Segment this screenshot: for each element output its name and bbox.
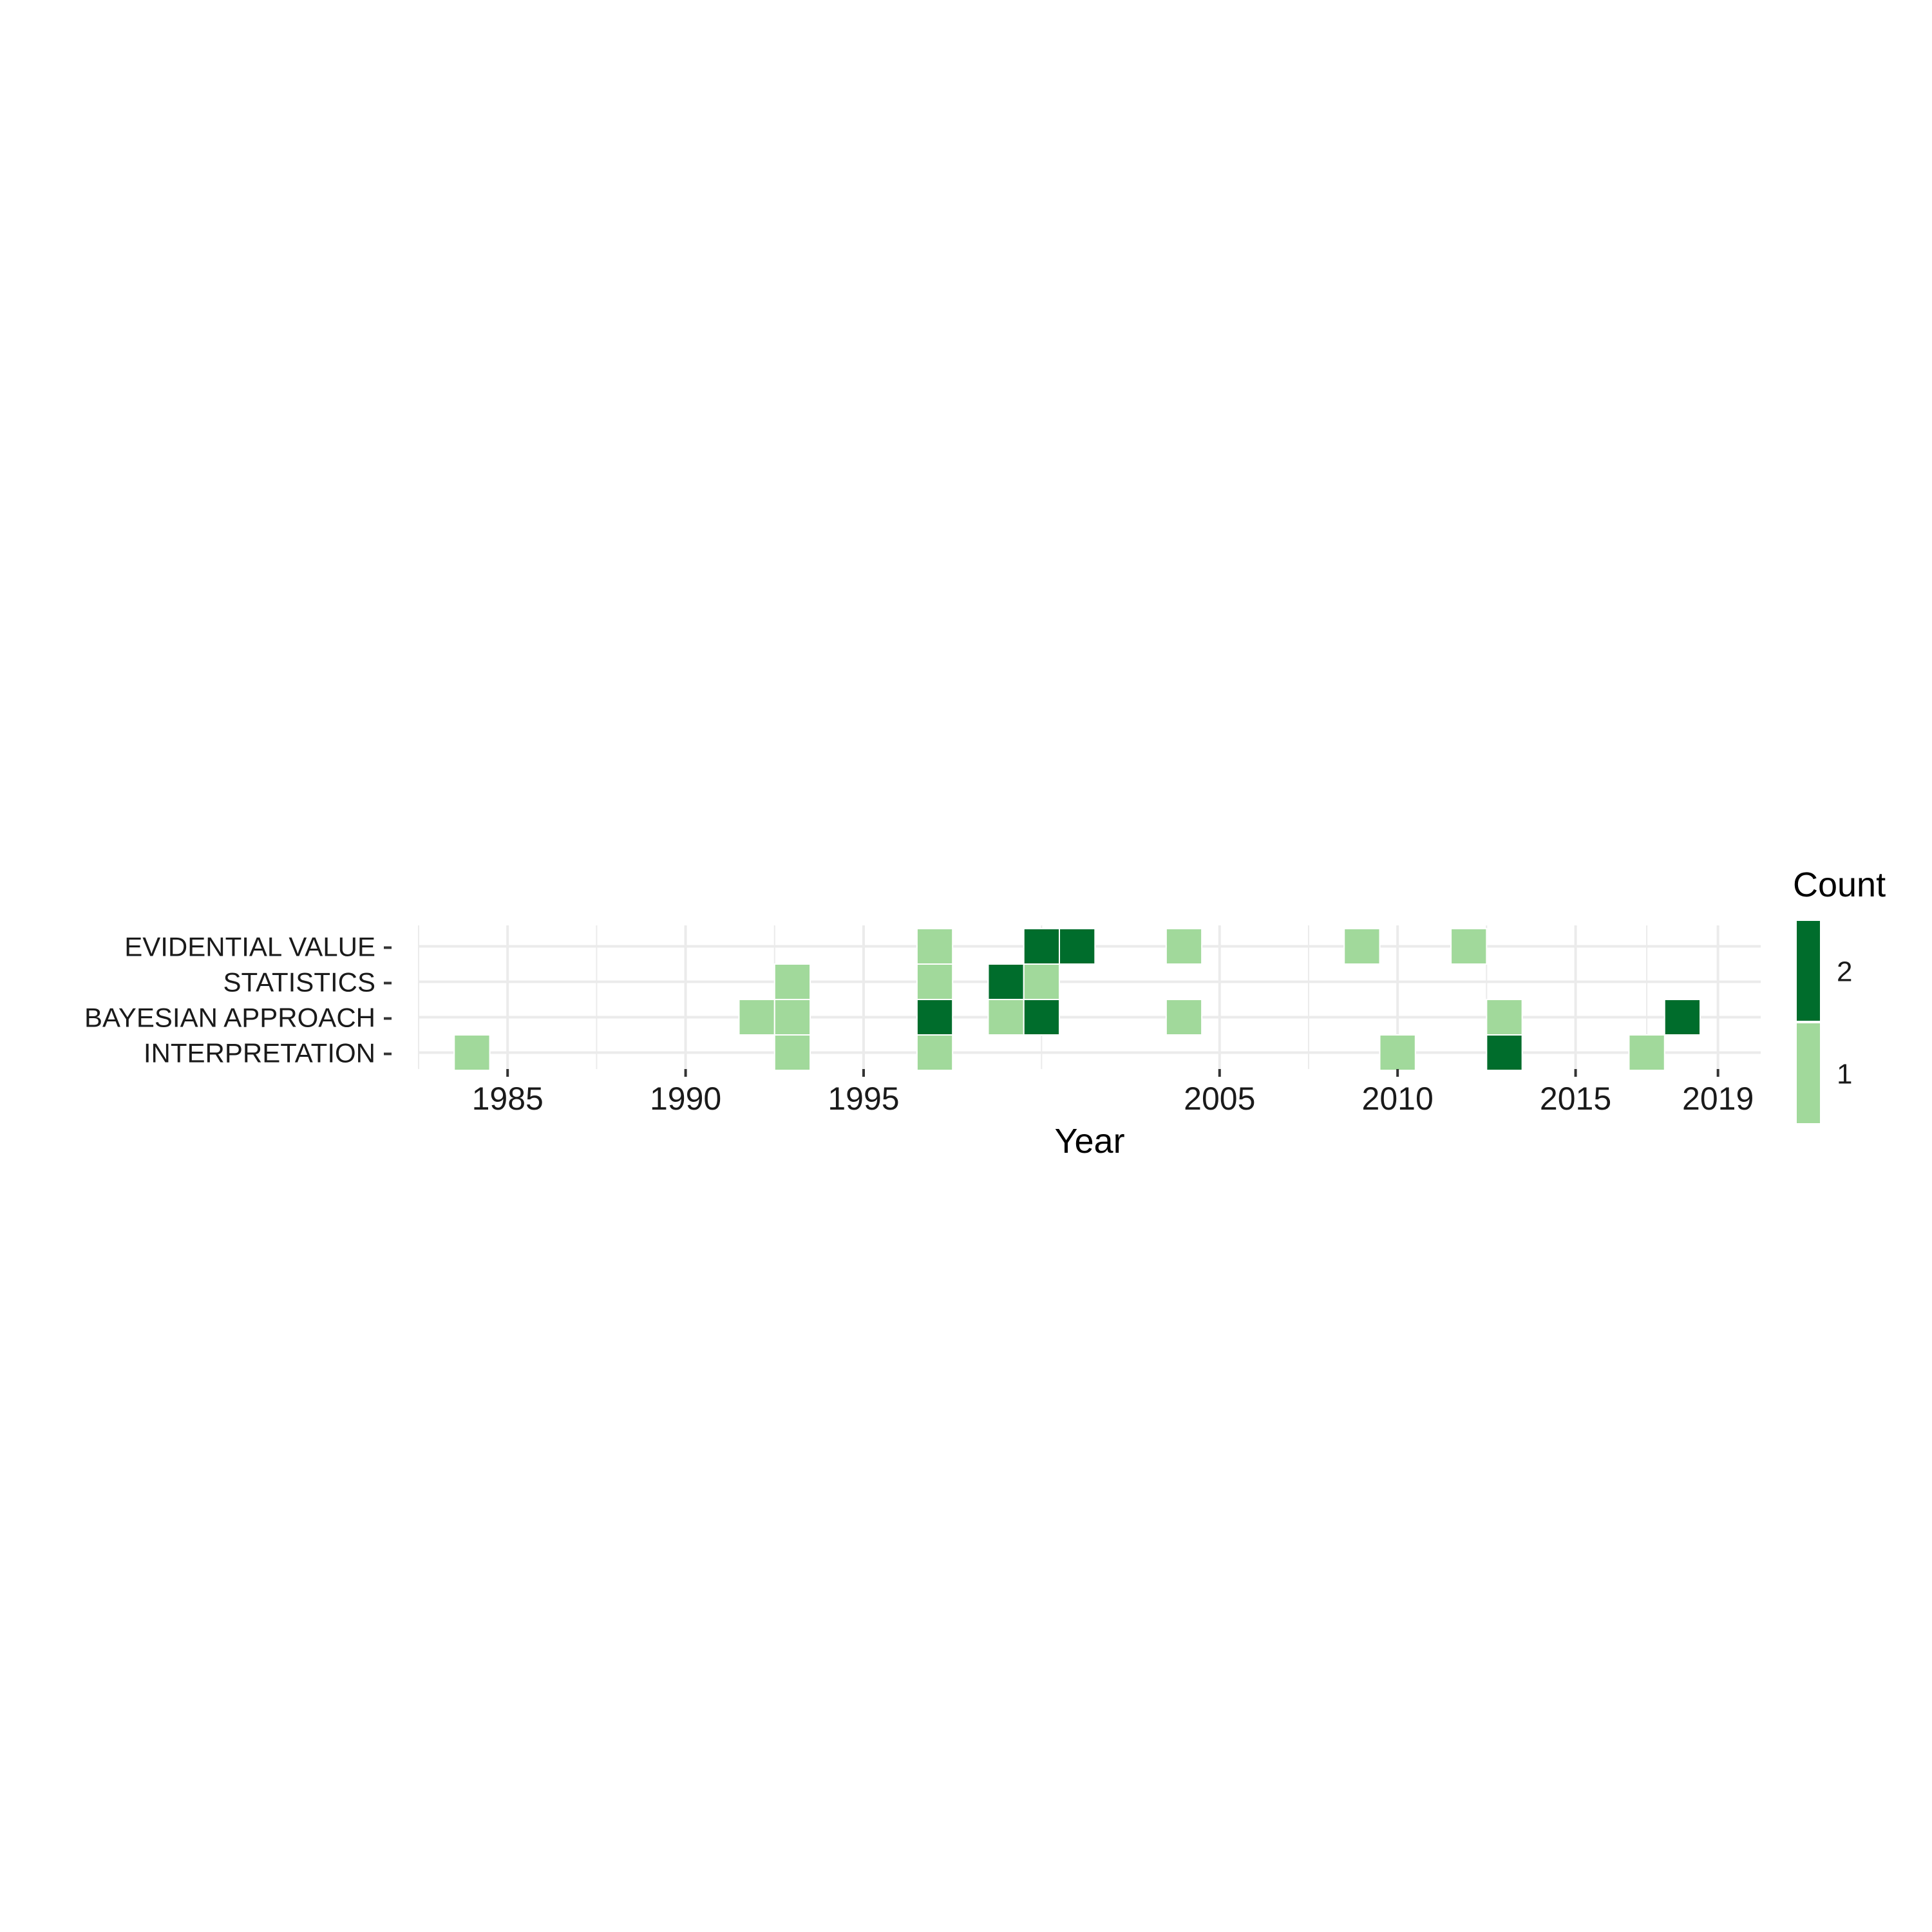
x-axis-title: Year [1054,1122,1124,1160]
heatmap-cell [1379,1034,1416,1071]
legend-label: 1 [1837,1059,1852,1090]
heatmap-cell [1343,928,1381,965]
x-axis-tick-label: 1985 [472,1081,544,1117]
y-axis-labels: EVIDENTIAL VALUE STATISTICS BAYESIAN APPRO… [84,932,392,1068]
heatmap-cell [987,963,1025,1000]
y-axis-label: BAYESIAN APPROACH [84,1003,375,1033]
heatmap-cell [773,1034,811,1071]
legend-title: Count [1793,866,1886,904]
x-axis-tick-label: 2005 [1184,1081,1255,1117]
y-axis-label: INTERPRETATION [144,1038,375,1068]
heatmap-cell [916,963,954,1000]
heatmap-cell [1023,928,1061,965]
heatmap-cell [916,928,954,965]
heatmap-cell [453,1034,491,1071]
legend-swatch [1797,1023,1820,1123]
heatmap-cell [738,999,775,1036]
heatmap-cell [1663,999,1701,1036]
y-axis-label: EVIDENTIAL VALUE [124,932,375,962]
heatmap-cell [1059,928,1096,965]
heatmap-cell [1165,928,1203,965]
x-axis-tick-label: 1990 [650,1081,721,1117]
heatmap-cell [1023,999,1061,1036]
x-axis-tick-label: 1995 [828,1081,899,1117]
heatmap-cell [1450,928,1488,965]
heatmap-cell [916,1034,954,1071]
x-axis-ticks: 1985 1990 1995 2005 2010 2015 2019 [472,1069,1754,1117]
x-axis-tick-label: 2010 [1362,1081,1434,1117]
heatmap-cell [987,999,1025,1036]
heatmap-cell [773,999,811,1036]
y-axis-label: STATISTICS [223,967,375,998]
heatmap-cell [1165,999,1203,1036]
heatmap-cell [916,999,954,1036]
heatmap-cell [1628,1034,1665,1071]
heatmap-cell [773,963,811,1000]
legend: Count 2 1 [1793,866,1886,1123]
heatmap-cells [453,928,1701,1071]
x-axis-tick-label: 2015 [1540,1081,1611,1117]
heatmap-cell [1486,999,1523,1036]
heatmap-cell [1486,1034,1523,1071]
legend-swatch [1797,921,1820,1021]
x-axis-tick-label: 2019 [1682,1081,1754,1117]
heatmap-cell [1023,963,1061,1000]
legend-label: 2 [1837,956,1852,988]
